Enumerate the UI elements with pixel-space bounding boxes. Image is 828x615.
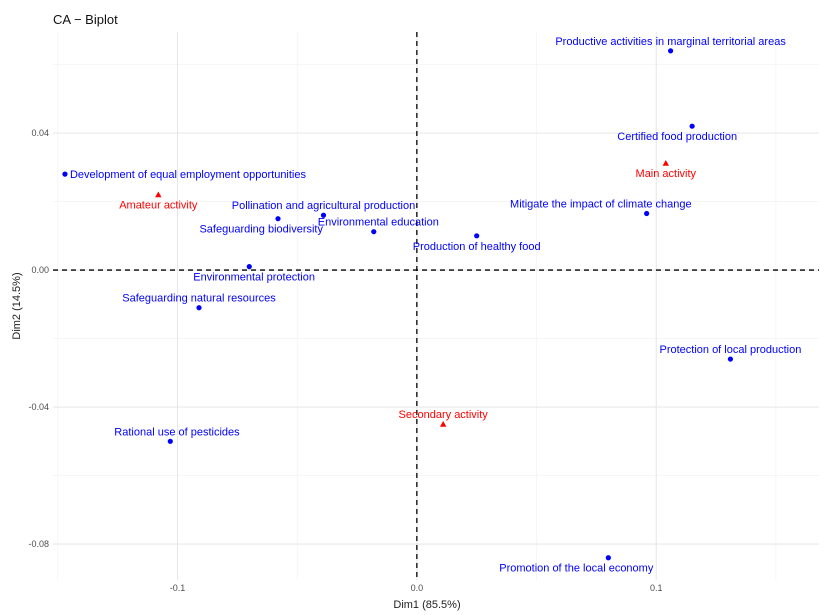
- data-labels: Productive activities in marginal territ…: [70, 36, 801, 575]
- column-point-label: Development of equal employment opportun…: [70, 169, 307, 181]
- column-point: [371, 229, 377, 235]
- column-point-label: Safeguarding natural resources: [122, 293, 276, 305]
- column-point: [605, 555, 611, 561]
- column-point: [644, 210, 650, 217]
- y-tick-label: -0.08: [28, 539, 49, 549]
- row-point-label: Secondary activity: [399, 409, 489, 421]
- row-point-label: Amateur activity: [119, 200, 198, 212]
- y-tick-label: -0.04: [28, 402, 49, 412]
- grid: [53, 32, 819, 580]
- column-point-label: Rational use of pesticides: [114, 426, 240, 438]
- y-tick-label: 0.04: [31, 128, 49, 138]
- column-point: [62, 171, 68, 177]
- column-point-label: Promotion of the local economy: [499, 563, 654, 575]
- column-point-label: Certified food production: [617, 131, 737, 143]
- column-point: [167, 438, 173, 444]
- column-point-label: Production of healthy food: [413, 241, 541, 253]
- chart-title: CA − Biplot: [53, 12, 118, 27]
- column-point: [474, 233, 480, 239]
- column-point: [246, 264, 252, 270]
- y-axis-title: Dim2 (14.5%): [11, 272, 23, 339]
- column-point-label: Mitigate the impact of climate change: [510, 199, 692, 211]
- column-point: [196, 305, 202, 311]
- row-point: [662, 159, 669, 166]
- x-axis-title: Dim1 (85.5%): [393, 599, 460, 611]
- column-point: [320, 212, 327, 218]
- column-point: [689, 123, 695, 129]
- column-point-label: Pollination and agricultural production: [232, 200, 415, 212]
- data-points: [62, 48, 734, 561]
- x-tick-label: 0.0: [411, 583, 424, 593]
- row-point: [439, 420, 447, 427]
- column-point-label: Safeguarding biodiversity: [199, 224, 323, 236]
- column-point-label: Protection of local production: [659, 344, 801, 356]
- axis-ticks: -0.1 0.0 0.1 -0.08 -0.04 0.00 0.04: [28, 128, 662, 593]
- x-tick-label: -0.1: [170, 583, 186, 593]
- column-point: [667, 48, 674, 54]
- x-tick-label: 0.1: [650, 583, 663, 593]
- y-tick-label: 0.00: [31, 265, 49, 275]
- column-point-label: Productive activities in marginal territ…: [555, 36, 786, 48]
- reference-lines: [53, 32, 819, 580]
- column-point-label: Environmental protection: [193, 272, 315, 284]
- column-point-label: Environmental education: [318, 217, 439, 229]
- column-point: [727, 356, 734, 362]
- row-point: [155, 191, 162, 198]
- row-point-label: Main activity: [636, 168, 697, 180]
- column-point: [275, 216, 281, 222]
